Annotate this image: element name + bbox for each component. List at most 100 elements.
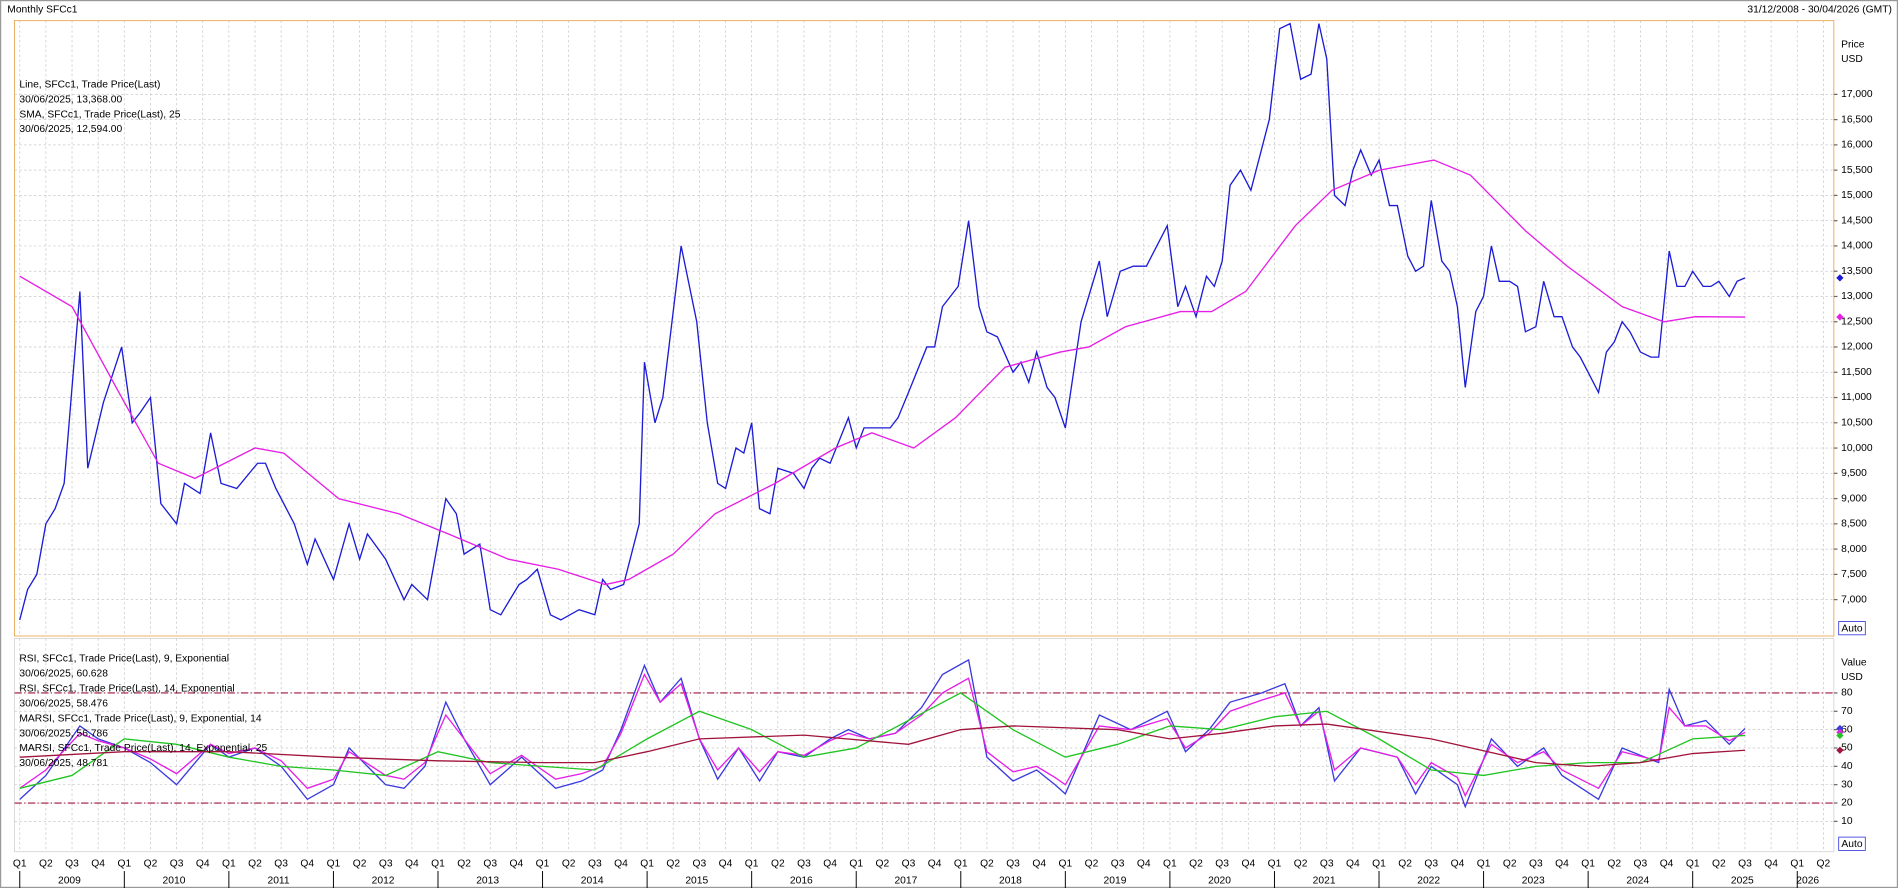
year-label: 2024 [1626, 875, 1649, 886]
x-tick-label: Q3 [1215, 858, 1229, 869]
year-label: 2025 [1731, 875, 1754, 886]
year-label: 2019 [1104, 875, 1127, 886]
x-tick-label: Q4 [510, 858, 524, 869]
x-tick-label: Q1 [849, 858, 863, 869]
year-label: 2021 [1313, 875, 1336, 886]
year-label: 2023 [1522, 875, 1545, 886]
x-tick-label: Q1 [13, 858, 27, 869]
auto-button[interactable] [1838, 836, 1866, 851]
year-label: 2020 [1208, 875, 1231, 886]
x-tick-label: Q3 [1424, 858, 1438, 869]
legend-value: 30/06/2025, 48.781 [19, 758, 108, 769]
y-tick-label: 8,500 [1841, 519, 1867, 530]
y-tick-label: 12,500 [1841, 316, 1873, 327]
x-tick-label: Q2 [1398, 858, 1412, 869]
x-tick-label: Q4 [928, 858, 942, 869]
x-tick-label: Q4 [1555, 858, 1569, 869]
last-value-marker [1836, 313, 1844, 321]
y-tick-label: 13,000 [1841, 291, 1873, 302]
y-tick-label: 16,000 [1841, 140, 1873, 151]
x-tick-label: Q4 [1137, 858, 1151, 869]
x-tick-label: Q1 [1686, 858, 1700, 869]
y-tick-label: 10 [1841, 816, 1853, 827]
x-tick-label: Q1 [536, 858, 550, 869]
y-tick-label: 17,000 [1841, 89, 1873, 100]
x-tick-label: Q3 [1006, 858, 1020, 869]
y-tick-label: 16,500 [1841, 114, 1873, 125]
x-tick-label: Q4 [719, 858, 733, 869]
x-tick-label: Q1 [1581, 858, 1595, 869]
x-tick-label: Q1 [431, 858, 445, 869]
y-tick-label: 9,500 [1841, 468, 1867, 479]
x-tick-label: Q1 [745, 858, 759, 869]
x-tick-label: Q2 [876, 858, 890, 869]
y-tick-label: 80 [1841, 688, 1853, 699]
x-tick-label: Q3 [797, 858, 811, 869]
x-tick-label: Q4 [614, 858, 628, 869]
x-tick-label: Q2 [980, 858, 994, 869]
x-tick-label: Q4 [196, 858, 210, 869]
y-tick-label: 9,000 [1841, 493, 1867, 504]
x-tick-label: Q2 [562, 858, 576, 869]
last-value-marker [1836, 731, 1844, 740]
x-tick-label: Q1 [222, 858, 236, 869]
x-tick-label: Q1 [1163, 858, 1177, 869]
x-tick-label: Q2 [1294, 858, 1308, 869]
y-tick-label: 11,500 [1841, 367, 1872, 378]
x-tick-label: Q3 [483, 858, 497, 869]
x-tick-label: Q3 [693, 858, 707, 869]
x-tick-label: Q1 [640, 858, 654, 869]
year-label: 2017 [894, 875, 917, 886]
x-tick-label: Q4 [1764, 858, 1778, 869]
year-label: 2014 [581, 875, 604, 886]
x-tick-label: Q1 [327, 858, 341, 869]
legend-value: 30/06/2025, 13,368.00 [19, 94, 122, 105]
x-tick-label: Q3 [902, 858, 916, 869]
auto-button[interactable] [1838, 621, 1866, 636]
x-tick-label: Q2 [39, 858, 53, 869]
x-tick-label: Q4 [1451, 858, 1465, 869]
y-tick-label: 7,500 [1841, 569, 1867, 580]
x-tick-label: Q4 [300, 858, 314, 869]
x-tick-label: Q3 [1111, 858, 1125, 869]
year-label: 2011 [267, 875, 289, 886]
legend-name: MARSI, SFCc1, Trade Price(Last), 9, Expo… [19, 713, 261, 724]
auto-button-label[interactable]: Auto [1841, 623, 1862, 634]
x-tick-label: Q2 [353, 858, 367, 869]
legend-name: RSI, SFCc1, Trade Price(Last), 14, Expon… [19, 684, 234, 695]
plot-area [14, 637, 1835, 853]
year-label: 2013 [476, 875, 499, 886]
x-tick-label: Q3 [65, 858, 79, 869]
y-tick-label: 14,500 [1841, 215, 1873, 226]
legend-name: MARSI, SFCc1, Trade Price(Last), 14, Exp… [19, 743, 267, 754]
x-tick-label: Q2 [771, 858, 785, 869]
x-tick-label: Q2 [1817, 858, 1831, 869]
year-label: 2022 [1417, 875, 1440, 886]
y-tick-label: 15,500 [1841, 165, 1873, 176]
last-value-marker [1836, 746, 1844, 754]
last-value-marker [1836, 274, 1844, 282]
x-tick-label: Q3 [1634, 858, 1648, 869]
x-tick-label: Q3 [379, 858, 393, 869]
x-tick-label: Q3 [588, 858, 602, 869]
plot-area [14, 20, 1835, 637]
chart-title: Monthly SFCc1 [7, 4, 78, 15]
y-tick-label: 30 [1841, 779, 1853, 790]
x-tick-label: Q2 [1503, 858, 1517, 869]
y-tick-label: 13,500 [1841, 266, 1873, 277]
y-tick-label: 10,500 [1841, 418, 1873, 429]
legend-value: 30/06/2025, 58.476 [19, 698, 108, 709]
x-tick-label: Q1 [1058, 858, 1072, 869]
x-tick-label: Q4 [1032, 858, 1046, 869]
y-tick-label: 15,000 [1841, 190, 1873, 201]
series-line [19, 22, 1746, 621]
x-tick-label: Q3 [1738, 858, 1752, 869]
x-tick-label: Q2 [666, 858, 680, 869]
y-tick-label: 20 [1841, 798, 1853, 809]
x-tick-label: Q3 [1320, 858, 1334, 869]
legend-name: Line, SFCc1, Trade Price(Last) [19, 80, 160, 91]
x-tick-label: Q4 [1660, 858, 1674, 869]
x-tick-label: Q3 [170, 858, 184, 869]
auto-button-label[interactable]: Auto [1841, 839, 1862, 850]
x-tick-label: Q2 [1607, 858, 1621, 869]
